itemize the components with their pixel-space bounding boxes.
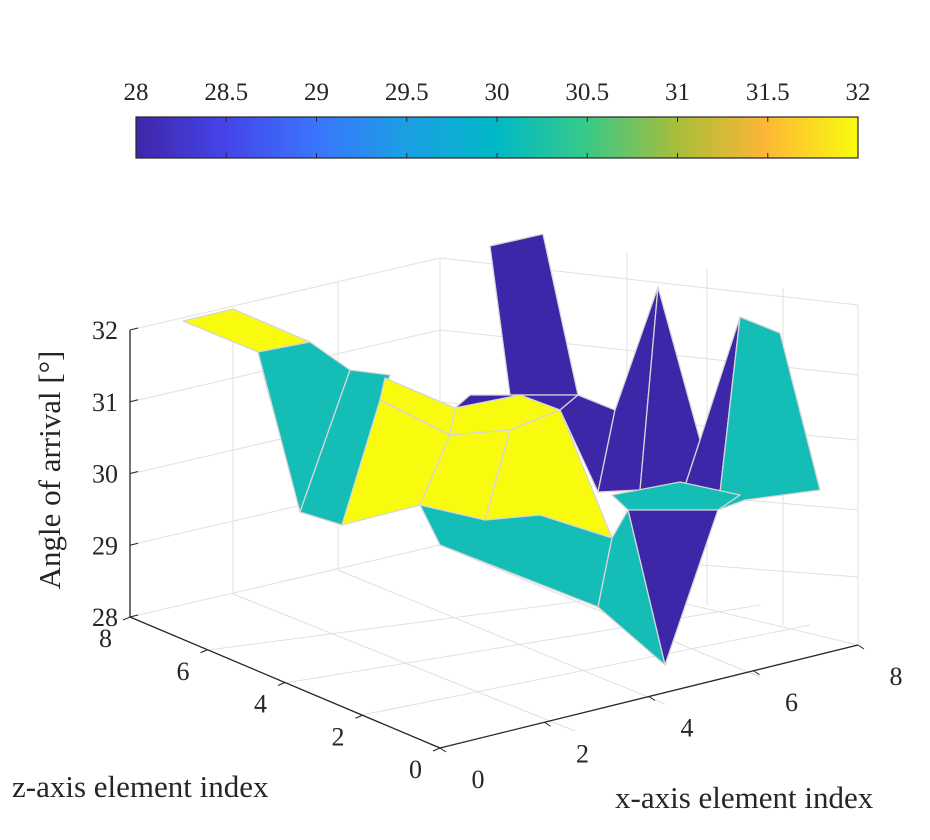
x-tick-label: 6: [785, 688, 798, 717]
y-tick-mark: [277, 682, 286, 686]
colorbar-ticks: 28 28.5 29 29.5 30 30.5 31 31.5 32: [124, 79, 871, 158]
colorbar-tick-label: 28.5: [204, 79, 248, 106]
colorbar-tick-label: 29.5: [385, 79, 429, 106]
x-tick-mark: [857, 644, 865, 650]
y-tick-label: 0: [409, 755, 422, 784]
colorbar: 28 28.5 29 29.5 30 30.5 31 31.5 32: [124, 79, 871, 159]
x-tick-label: 8: [890, 662, 903, 691]
x-tick-mark: [753, 670, 760, 676]
y-tick-label: 8: [99, 624, 112, 653]
colorbar-tick-label: 30.5: [565, 79, 609, 106]
colorbar-tick-label: 32: [846, 79, 871, 106]
z-tick-label: 30: [92, 460, 118, 489]
surface-patch: [299, 369, 391, 526]
colorbar-gradient: [135, 116, 859, 159]
y-tick-label: 2: [332, 722, 345, 751]
x-tick-label: 0: [472, 765, 485, 794]
x-tick-mark: [648, 696, 656, 701]
z-tick-mark: [129, 327, 139, 331]
surface-patch: [489, 233, 579, 396]
colorbar-tick-label: 31.5: [746, 79, 790, 106]
z-tick-label: 31: [92, 388, 118, 417]
x-axis-label: x-axis element index: [615, 780, 874, 815]
colorbar-tick-label: 29: [304, 79, 329, 106]
surface-patch: [611, 481, 741, 511]
z-tick-label: 28: [92, 603, 118, 632]
y-tick-label: 4: [254, 690, 267, 719]
z-tick-mark: [129, 542, 139, 546]
z-axis-label: Angle of arrival [°]: [32, 351, 67, 590]
x-tick-mark: [544, 721, 551, 727]
z-tick-label: 32: [92, 316, 118, 345]
surface: [182, 233, 821, 666]
surface-patch: [717, 316, 821, 511]
y-tick-mark: [200, 649, 208, 654]
colorbar-tick-label: 28: [124, 79, 149, 106]
colorbar-tick-label: 30: [485, 79, 510, 106]
y-tick-mark: [122, 616, 131, 621]
surface-patch: [597, 509, 666, 666]
axis-ticks: 28 29 30 31 32 0 2 4 6 8 0 2 4 6 8: [92, 316, 903, 794]
z-tick-mark: [129, 471, 139, 474]
colorbar-tick-label: 31: [665, 79, 690, 106]
z-tick-mark: [129, 399, 139, 403]
x-tick-label: 2: [576, 739, 589, 768]
z-tick-mark: [129, 614, 139, 618]
z-tick-label: 29: [92, 531, 118, 560]
y-tick-mark: [432, 747, 441, 752]
x-tick-label: 4: [681, 714, 694, 743]
y-tick-label: 6: [177, 657, 190, 686]
y-axis-label: z-axis element index: [12, 769, 269, 804]
y-tick-mark: [355, 714, 363, 719]
x-tick-mark: [439, 747, 447, 753]
